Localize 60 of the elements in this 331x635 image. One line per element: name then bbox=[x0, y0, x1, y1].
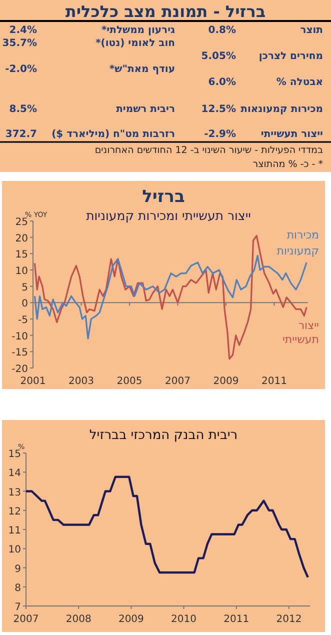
text: 12.5% bbox=[201, 104, 236, 115]
text: תוצר bbox=[300, 25, 323, 36]
y-tick-label: 0 bbox=[22, 298, 28, 310]
text: ברזיל - תמונת מצב כלכלית bbox=[65, 2, 266, 21]
y-tick-label: 5 bbox=[22, 282, 28, 294]
y-tick-label: 25 bbox=[15, 217, 28, 228]
text: במדדי הפעילות - שיעור השינוי ב- 12 החודשים האחרונים bbox=[94, 145, 324, 156]
series-label: ייצור תעשייתי bbox=[282, 319, 319, 346]
x-tick-label: 2001 bbox=[20, 376, 46, 387]
y-tick-label: 15 bbox=[8, 449, 21, 460]
text: רזרבות מט"ח (מיליארד $) bbox=[52, 129, 175, 140]
x-tick-label: 2011 bbox=[224, 614, 250, 625]
text: אבטלה % bbox=[276, 77, 323, 88]
y-tick-label: 9 bbox=[14, 564, 21, 575]
text: 372.7 bbox=[5, 129, 38, 140]
text: 8.5% bbox=[9, 104, 37, 115]
text: חוב לאומי (נטו)* bbox=[96, 38, 175, 49]
x-tick-label: 2007 bbox=[13, 614, 39, 625]
y-tick-label: -20 bbox=[12, 364, 28, 375]
chart-title: ריבית הבנק המרכזי בברזיל bbox=[89, 428, 238, 443]
y-tick-label: 8 bbox=[14, 582, 21, 594]
text: ריבית רשמית bbox=[116, 104, 175, 115]
y-tick-label: 20 bbox=[15, 233, 28, 244]
y-tick-label: 11 bbox=[8, 526, 21, 536]
y-tick-label: 12 bbox=[8, 506, 21, 518]
x-tick-label: 2005 bbox=[116, 376, 142, 387]
x-tick-label: 2009 bbox=[213, 376, 239, 387]
text: 35.7% bbox=[2, 38, 37, 49]
y-tick-label: -10 bbox=[12, 331, 28, 342]
y-tick-label: 13 bbox=[8, 487, 21, 498]
series-label: מכירות קמעוניות bbox=[276, 228, 319, 258]
y-tick-label: -5 bbox=[18, 315, 28, 326]
y-tick-label: 10 bbox=[8, 544, 21, 556]
text: -2.9% bbox=[204, 129, 236, 140]
y-tick-label: 15 bbox=[15, 250, 28, 261]
text: ייצור תעשייתי bbox=[260, 129, 324, 140]
text: 6.0% bbox=[208, 77, 236, 88]
text: * - כ- % מהתוצר bbox=[252, 159, 324, 170]
line-series bbox=[24, 476, 309, 578]
text: מכירות קמעונאות bbox=[240, 104, 323, 115]
y-tick-label: 14 bbox=[8, 468, 21, 480]
text: -2.0% bbox=[5, 64, 37, 75]
chart-title: ברזיל bbox=[142, 187, 185, 207]
text: 0.8% bbox=[208, 25, 236, 36]
text: מחירים לצרכן bbox=[258, 51, 323, 62]
x-tick-label: 2010 bbox=[171, 614, 197, 625]
chart-subtitle: ייצור תעשייתי ומכירות קמעוניות bbox=[86, 208, 251, 223]
x-tick-label: 2008 bbox=[66, 614, 92, 625]
x-tick-label: 2012 bbox=[276, 614, 302, 625]
text: 5.05% bbox=[201, 51, 236, 62]
x-tick-label: 2011 bbox=[262, 376, 287, 387]
x-tick-label: 2003 bbox=[68, 376, 94, 387]
text: גירעון ממשלתי* bbox=[101, 25, 176, 36]
y-tick-label: 7 bbox=[14, 602, 21, 613]
x-tick-label: 2009 bbox=[118, 614, 144, 625]
text: עודף מאת"ש* bbox=[109, 64, 175, 75]
text: 2.4% bbox=[9, 25, 37, 36]
x-tick-label: 2007 bbox=[165, 376, 190, 387]
y-tick-label: -15 bbox=[12, 348, 28, 359]
y-tick-label: 10 bbox=[15, 266, 28, 277]
